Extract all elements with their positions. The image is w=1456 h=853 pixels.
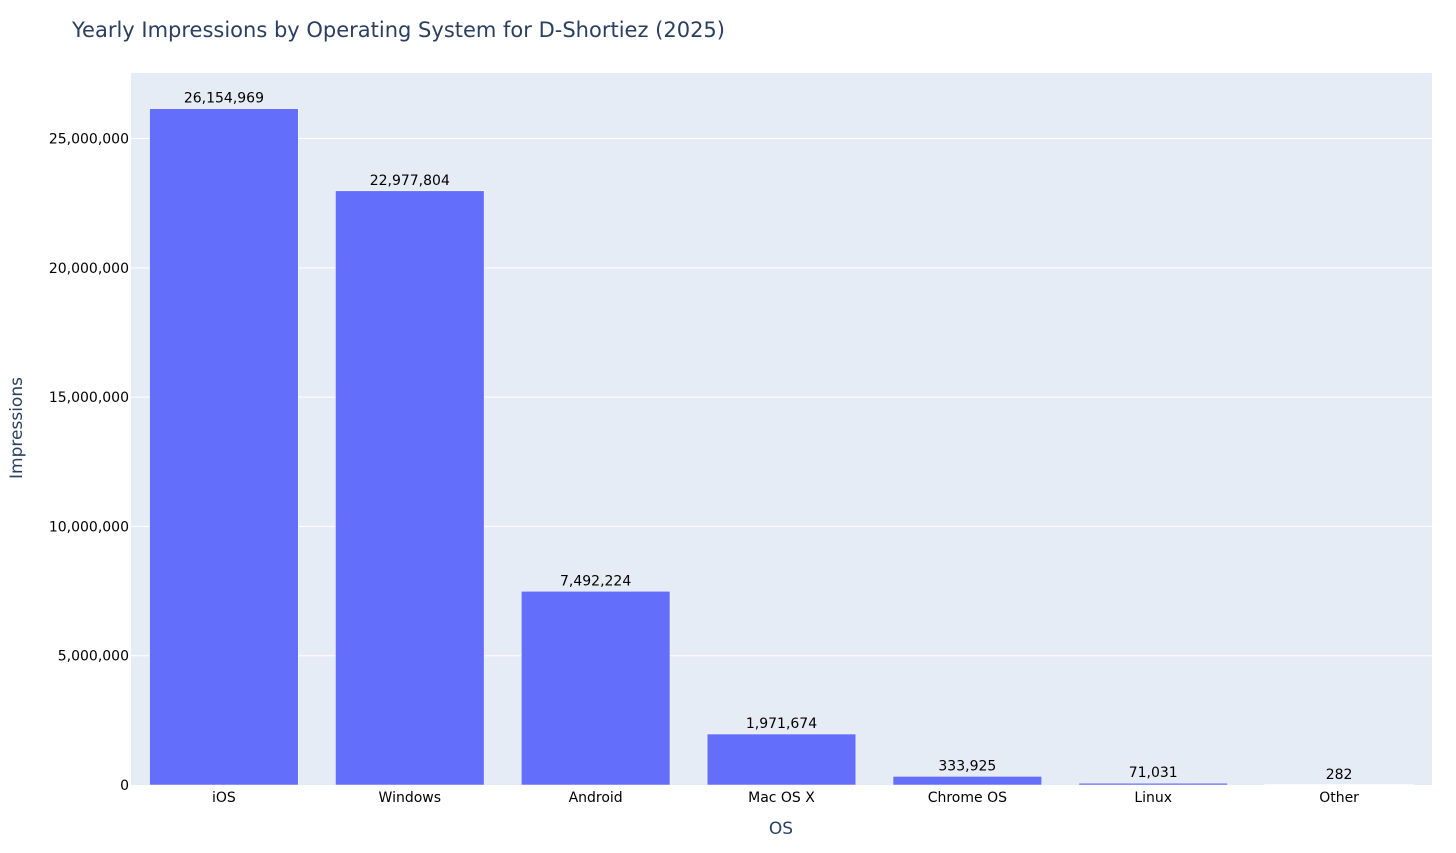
bar (706, 733, 857, 786)
x-tick-label: Chrome OS (928, 790, 1007, 806)
y-tick-label: 10,000,000 (49, 519, 129, 535)
data-label: 7,492,224 (560, 573, 631, 589)
bar (1078, 782, 1228, 786)
x-tick-label: Windows (379, 790, 442, 806)
data-label: 1,971,674 (746, 716, 817, 732)
y-axis-title: Impressions (7, 377, 27, 479)
data-label: 282 (1326, 767, 1353, 783)
x-tick-label: Android (569, 790, 623, 806)
x-tick-label: Mac OS X (748, 790, 815, 806)
bar (892, 776, 1042, 786)
y-tick-label: 25,000,000 (49, 132, 129, 148)
x-tick-label: Linux (1134, 790, 1172, 806)
y-tick-label: 0 (120, 778, 129, 794)
x-tick-label: Other (1319, 790, 1359, 806)
bar (335, 190, 485, 786)
bar (1264, 784, 1414, 786)
bar (149, 108, 299, 786)
x-axis-title: OS (769, 819, 793, 839)
y-tick-label: 5,000,000 (58, 649, 129, 665)
data-label: 333,925 (938, 758, 996, 774)
bars (149, 108, 1414, 786)
data-label: 22,977,804 (370, 173, 450, 189)
y-tick-label: 20,000,000 (49, 261, 129, 277)
chart-title: Yearly Impressions by Operating System f… (71, 18, 725, 42)
y-tick-label: 15,000,000 (49, 390, 129, 406)
plot-area (131, 73, 1432, 785)
data-label: 71,031 (1129, 765, 1178, 781)
data-label: 26,154,969 (184, 91, 264, 107)
x-axis-ticks: iOS Windows Android Mac OS X Chrome OS Linux O… (212, 790, 1359, 806)
x-tick-label: iOS (212, 790, 236, 806)
y-axis-ticks: 0 5,000,000 10,000,000 15,000,000 20,000,000… (49, 132, 129, 794)
bar (521, 591, 671, 786)
data-labels: 26,154,969 22,977,804 7,492,224 1,971,674 33… (184, 91, 1353, 783)
